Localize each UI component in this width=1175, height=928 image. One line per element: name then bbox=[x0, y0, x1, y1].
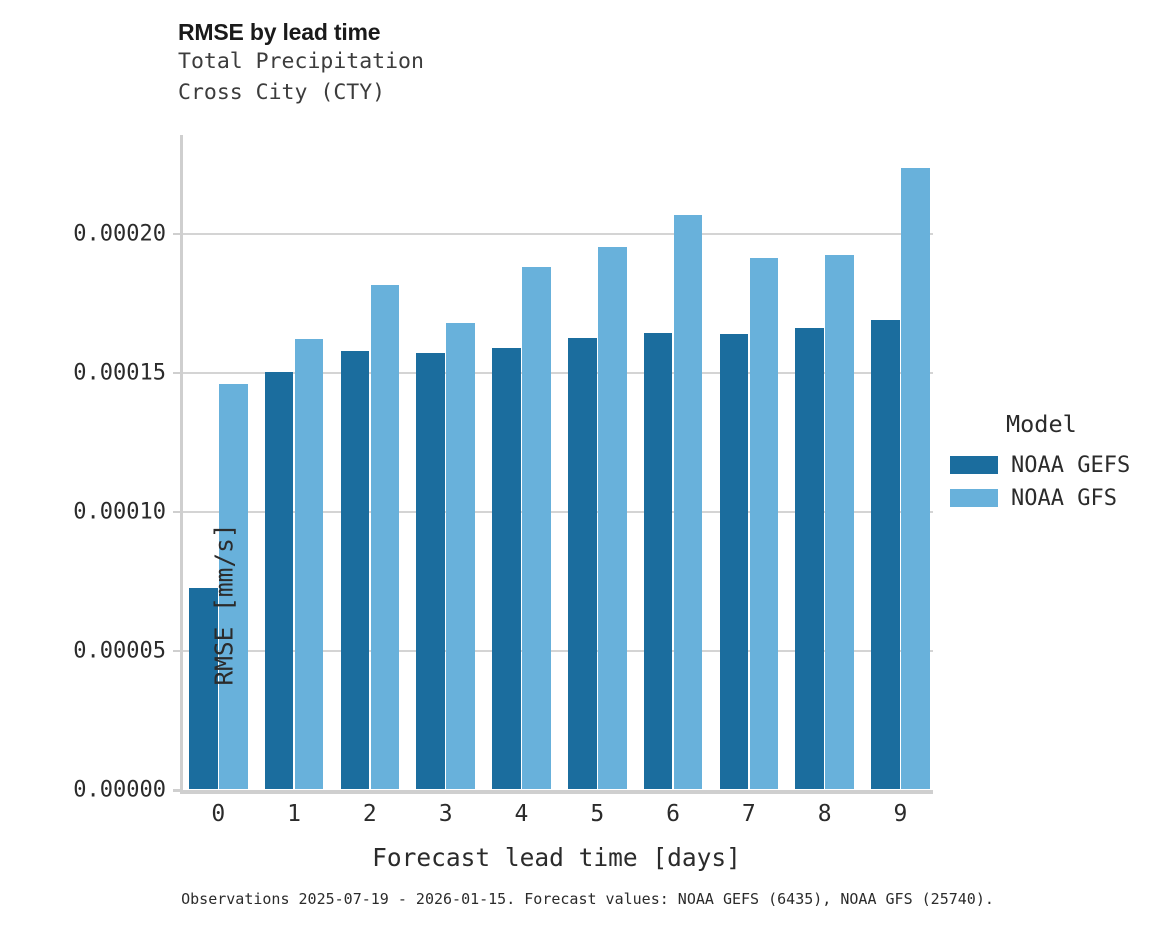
gridline bbox=[183, 232, 933, 236]
legend-label: NOAA GFS bbox=[1011, 485, 1117, 511]
x-axis-tick-label-6: 6 bbox=[666, 801, 680, 827]
x-axis-tick-label-0: 0 bbox=[211, 801, 226, 827]
gridline bbox=[183, 510, 933, 514]
bar-noaa-gfs-lead-8 bbox=[825, 255, 854, 789]
y-axis-tick-mark bbox=[173, 789, 180, 792]
title-block: RMSE by lead time Total Precipitation Cr… bbox=[178, 18, 878, 108]
bar-noaa-gefs-lead-5 bbox=[568, 337, 597, 789]
legend-item-noaa-gefs[interactable]: NOAA GEFS bbox=[950, 450, 1165, 480]
bar-noaa-gfs-lead-5 bbox=[598, 246, 627, 789]
bar-noaa-gefs-lead-8 bbox=[795, 328, 824, 789]
bar-noaa-gefs-lead-9 bbox=[871, 319, 900, 789]
bar-noaa-gefs-lead-6 bbox=[643, 333, 673, 789]
legend-label: NOAA GEFS bbox=[1011, 452, 1131, 478]
bar-noaa-gefs-lead-1 bbox=[264, 372, 294, 789]
x-axis-title: Forecast lead time [days] bbox=[372, 843, 741, 872]
legend-swatch-icon bbox=[950, 456, 998, 474]
y-axis-tick-label: 0.00020 bbox=[73, 221, 166, 247]
bar-noaa-gfs-lead-4 bbox=[522, 266, 551, 789]
gridline bbox=[183, 649, 933, 653]
y-axis-tick-label: 0.00005 bbox=[73, 638, 166, 664]
legend-title: Model bbox=[1006, 410, 1077, 438]
bar-noaa-gfs-lead-2 bbox=[370, 284, 400, 789]
bar-noaa-gfs-lead-9 bbox=[901, 167, 930, 789]
footer-caption: Observations 2025-07-19 - 2026-01-15. Fo… bbox=[181, 890, 994, 908]
bar-noaa-gefs-lead-7 bbox=[719, 334, 749, 789]
legend: Model NOAA GEFS NOAA GFS bbox=[950, 410, 1165, 516]
bar-noaa-gfs-lead-6 bbox=[673, 215, 703, 789]
bar-noaa-gefs-lead-3 bbox=[416, 352, 445, 789]
plot-area: 0.00000 0.00005 0.00010 0.00015 0.00020 0 1 2 3… bbox=[73, 135, 933, 827]
y-axis-title: RMSE [mm/s] bbox=[209, 523, 239, 686]
bar-noaa-gfs-lead-7 bbox=[749, 257, 779, 789]
y-axis-tick-label: 0.00010 bbox=[73, 499, 166, 525]
x-axis-tick-label-1: 1 bbox=[287, 801, 301, 827]
bar-noaa-gfs-lead-0 bbox=[219, 384, 248, 789]
bar-noaa-gefs-lead-0 bbox=[189, 587, 218, 789]
x-axis-tick-label-3: 3 bbox=[438, 801, 453, 827]
x-axis-tick-label-9: 9 bbox=[893, 801, 908, 827]
bar-noaa-gefs-lead-2 bbox=[340, 350, 370, 789]
y-axis-tick-label: 0.00000 bbox=[73, 777, 166, 803]
bar-noaa-gfs-lead-3 bbox=[446, 323, 475, 789]
x-axis-tick-label-2: 2 bbox=[362, 801, 377, 827]
x-axis-tick-label-5: 5 bbox=[590, 801, 605, 827]
y-axis-tick-mark bbox=[173, 371, 180, 375]
y-axis-tick-label: 0.00015 bbox=[73, 360, 166, 386]
page-title: RMSE by lead time bbox=[178, 19, 381, 45]
legend-item-noaa-gfs[interactable]: NOAA GFS bbox=[950, 483, 1165, 513]
x-axis-spine bbox=[180, 790, 933, 794]
y-axis-tick-mark bbox=[173, 649, 180, 653]
chart-subtitle-variable: Total Precipitation bbox=[178, 49, 424, 74]
x-axis-tick-label-8: 8 bbox=[817, 801, 832, 827]
legend-entries: NOAA GEFS NOAA GFS bbox=[950, 450, 1165, 513]
x-axis-tick-label-4: 4 bbox=[514, 801, 529, 827]
chart-subtitle-location: Cross City (CTY) bbox=[178, 80, 386, 105]
bar-noaa-gefs-lead-4 bbox=[492, 347, 521, 789]
gridline bbox=[183, 371, 933, 375]
bar-noaa-gfs-lead-1 bbox=[294, 338, 324, 789]
legend-swatch-icon bbox=[950, 489, 998, 507]
x-axis-tick-label-7: 7 bbox=[741, 801, 756, 827]
y-axis-tick-mark bbox=[173, 510, 180, 514]
y-axis-tick-mark bbox=[173, 232, 180, 236]
y-axis-spine bbox=[180, 135, 183, 793]
